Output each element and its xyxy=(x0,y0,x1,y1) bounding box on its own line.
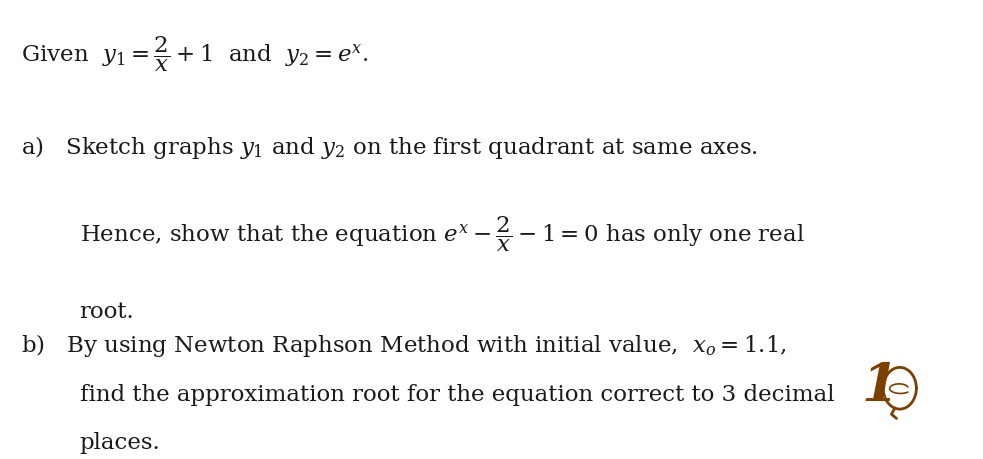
Text: Hence, show that the equation $e^{x} - \dfrac{2}{x} - 1 = 0$ has only one real: Hence, show that the equation $e^{x} - \… xyxy=(80,215,804,254)
Text: a)   Sketch graphs $y_1$ and $y_2$ on the first quadrant at same axes.: a) Sketch graphs $y_1$ and $y_2$ on the … xyxy=(21,134,758,162)
Text: places.: places. xyxy=(80,431,160,453)
Text: find the approximation root for the equation correct to 3 decimal: find the approximation root for the equa… xyxy=(80,384,834,406)
Text: root.: root. xyxy=(80,302,135,324)
Text: 1: 1 xyxy=(861,361,897,412)
Text: Given  $y_1 = \dfrac{2}{x}+1$  and  $y_2 = e^{x}$.: Given $y_1 = \dfrac{2}{x}+1$ and $y_2 = … xyxy=(21,34,369,74)
Text: b)   By using Newton Raphson Method with initial value,  $x_o = 1.1$,: b) By using Newton Raphson Method with i… xyxy=(21,332,786,359)
